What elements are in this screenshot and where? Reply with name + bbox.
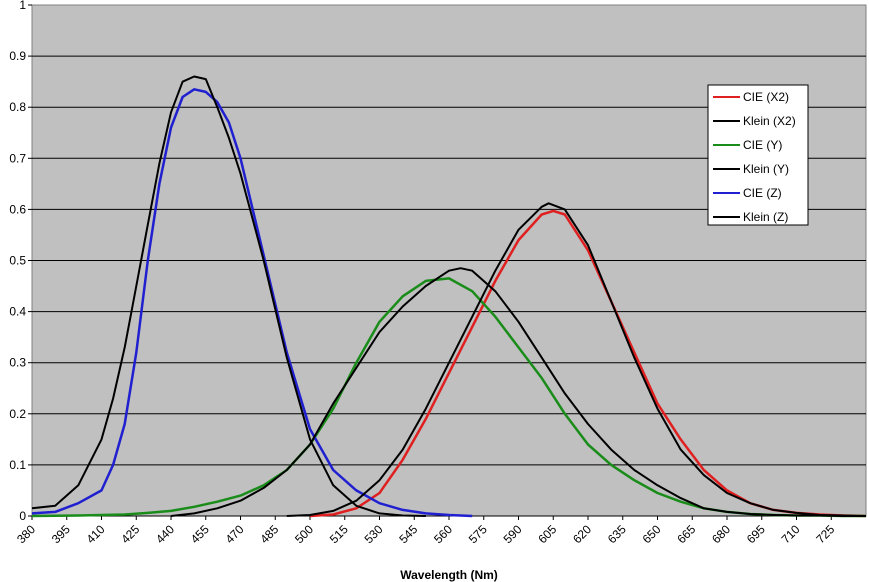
y-tick-label: 0.1 — [9, 458, 26, 472]
y-tick-label: 0.3 — [9, 356, 26, 370]
x-tick-label: 440 — [153, 522, 177, 546]
y-axis-ticks: 0 0.1 0.2 0.3 0.4 0.5 0.6 0.7 0.8 0.9 1 — [9, 0, 32, 523]
series-line-klein-y — [170, 267, 866, 517]
x-tick-label: 515 — [327, 522, 351, 546]
x-tick-label: 635 — [605, 522, 629, 546]
series-lines — [31, 75, 867, 518]
series-line-klein-z — [31, 75, 426, 517]
x-tick-label: 590 — [501, 522, 525, 546]
legend: CIE (X2) Klein (X2) CIE (Y) Klein (Y) CIE (Z… — [707, 84, 809, 226]
x-tick-label: 470 — [223, 522, 247, 546]
x-tick-label: 455 — [188, 522, 212, 546]
x-tick-label: 650 — [640, 522, 664, 546]
y-tick-label: 0.5 — [9, 254, 26, 268]
x-tick-label: 605 — [535, 522, 559, 546]
x-tick-label: 530 — [362, 522, 386, 546]
series-line-cie-z — [31, 88, 473, 518]
x-tick-label: 545 — [396, 522, 420, 546]
x-tick-label: 380 — [14, 522, 38, 546]
x-tick-label: 485 — [257, 522, 281, 546]
y-tick-label: 0.2 — [9, 407, 26, 421]
y-tick-label: 1 — [19, 0, 26, 12]
legend-label: Klein (Y) — [743, 162, 789, 176]
x-tick-label: 620 — [570, 522, 594, 546]
x-axis-label: Wavelength (Nm) — [400, 568, 498, 582]
x-tick-label: 680 — [709, 522, 733, 546]
legend-label: CIE (Z) — [743, 186, 782, 200]
x-tick-label: 410 — [84, 522, 108, 546]
x-tick-label: 575 — [466, 522, 490, 546]
series-line-klein-x2 — [286, 202, 867, 517]
y-tick-label: 0.9 — [9, 49, 26, 63]
x-tick-label: 425 — [118, 522, 142, 546]
legend-label: CIE (Y) — [743, 138, 782, 152]
x-tick-label: 500 — [292, 522, 316, 546]
legend-label: Klein (Z) — [743, 210, 788, 224]
x-tick-label: 695 — [744, 522, 768, 546]
y-tick-label: 0.4 — [9, 305, 26, 319]
x-tick-label: 710 — [779, 522, 803, 546]
x-tick-label: 725 — [813, 522, 837, 546]
y-tick-label: 0 — [19, 509, 26, 523]
x-tick-label: 665 — [674, 522, 698, 546]
legend-box — [707, 84, 809, 226]
legend-label: CIE (X2) — [743, 90, 789, 104]
x-axis-ticks: 380 395 410 425 440 455 470 485 500 515 530 545 560 5… — [14, 515, 866, 546]
x-tick-label: 395 — [49, 522, 73, 546]
y-tick-label: 0.6 — [9, 202, 26, 216]
y-tick-label: 0.7 — [9, 151, 26, 165]
legend-label: Klein (X2) — [743, 114, 796, 128]
x-tick-label: 560 — [431, 522, 455, 546]
y-tick-label: 0.8 — [9, 100, 26, 114]
